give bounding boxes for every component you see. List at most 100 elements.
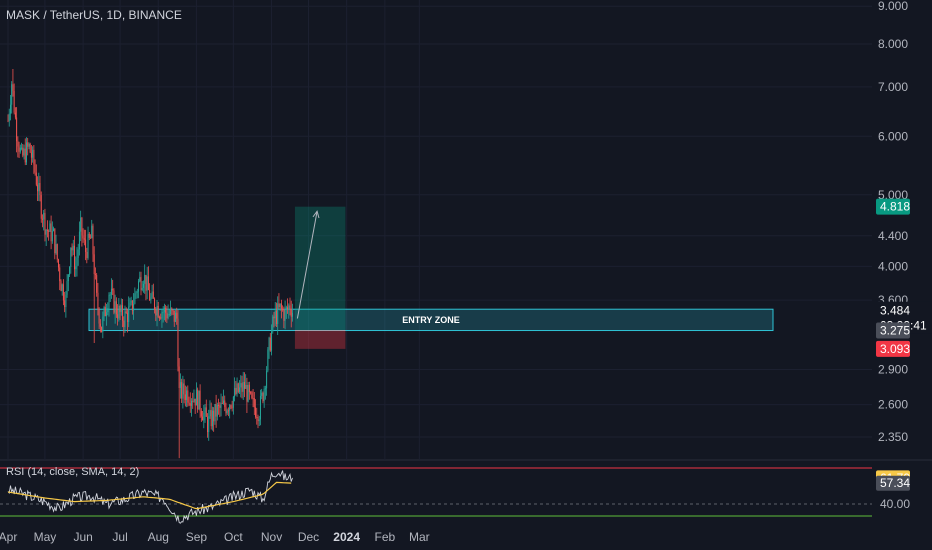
time-tick-label: Apr xyxy=(0,530,17,544)
candle-body xyxy=(198,390,200,410)
candle-body xyxy=(186,390,188,400)
candle-body xyxy=(166,312,168,319)
candle-body xyxy=(33,149,35,165)
candle-body xyxy=(190,400,192,406)
time-tick-label: 2024 xyxy=(333,530,360,544)
price-tick-label: 8.000 xyxy=(878,37,908,51)
candle-body xyxy=(53,228,55,232)
candle-body xyxy=(97,292,99,310)
candle-body xyxy=(98,309,100,324)
candle-body xyxy=(44,212,46,235)
candle-body xyxy=(99,323,101,327)
candle-body xyxy=(7,120,9,122)
candle-body xyxy=(183,383,185,395)
candle-body xyxy=(172,310,174,312)
projection-arrow-line xyxy=(296,211,318,319)
candle-body xyxy=(231,407,233,409)
candle-body xyxy=(221,402,223,404)
rsi-indicator-label[interactable]: RSI (14, close, SMA, 14, 2) xyxy=(6,466,140,478)
candle-body xyxy=(215,404,217,417)
candle-body xyxy=(242,381,244,392)
candle-body xyxy=(90,237,92,239)
candle-body xyxy=(72,245,74,251)
price-axis[interactable]: 9.0008.0007.0006.0005.0004.4004.0003.600… xyxy=(878,0,908,444)
candle-body xyxy=(112,288,114,291)
candle-body xyxy=(216,405,218,417)
candle-body xyxy=(237,383,239,392)
candle-body xyxy=(115,301,117,315)
time-axis[interactable]: Apr May Jun Jul Aug Sep Oct Nov Dec 2024 Feb Mar xyxy=(0,530,430,544)
candle-body xyxy=(224,400,226,407)
candle-body xyxy=(17,141,19,147)
candle-body xyxy=(165,307,167,313)
candle-body xyxy=(108,294,110,309)
position-profit-zone xyxy=(294,206,346,331)
candle-body xyxy=(45,229,47,235)
price-tick-label: 5.000 xyxy=(878,188,908,202)
candle-body xyxy=(234,387,236,397)
candle-body xyxy=(19,147,21,152)
candle-body xyxy=(28,143,30,147)
candle-body xyxy=(210,410,212,427)
candle-body xyxy=(151,291,153,298)
candle-body xyxy=(157,305,159,318)
candle-body xyxy=(134,293,136,304)
time-tick-label: May xyxy=(34,530,57,544)
candle-body xyxy=(219,405,221,408)
candle-body xyxy=(288,305,290,310)
candle-body xyxy=(128,306,130,323)
symbol-title[interactable]: MASK / TetherUS, 1D, BINANCE xyxy=(6,8,182,22)
candle-body xyxy=(168,313,170,315)
candle-body xyxy=(60,281,62,292)
time-tick-label: Mar xyxy=(409,530,430,544)
candle-body xyxy=(110,288,112,295)
candle-body xyxy=(263,388,265,402)
candle-body xyxy=(289,305,291,310)
price-tick-label: 4.000 xyxy=(878,259,908,273)
candle-body xyxy=(54,228,56,254)
candle-body xyxy=(57,259,59,268)
projection-arrowhead xyxy=(312,210,320,219)
candle-body xyxy=(291,312,293,317)
candle-body xyxy=(94,274,96,276)
candle-body xyxy=(256,416,258,418)
long-position-tool[interactable] xyxy=(294,206,346,349)
rsi-pane xyxy=(0,467,872,524)
candle-body xyxy=(226,410,228,414)
price-tick-label: 2.600 xyxy=(878,398,908,412)
candle-body xyxy=(235,387,237,394)
candle-body xyxy=(109,294,111,296)
candle-body xyxy=(86,251,88,258)
candle-body xyxy=(149,290,151,301)
candle-body xyxy=(261,392,263,396)
candle-body xyxy=(34,164,36,173)
candle-body xyxy=(278,303,280,308)
candle-body xyxy=(21,147,23,149)
candle-body xyxy=(203,412,205,421)
candle-body xyxy=(56,244,58,260)
candle-body xyxy=(160,317,162,319)
candle-body xyxy=(117,314,119,319)
candle-body xyxy=(87,233,89,258)
candle-body xyxy=(118,305,120,319)
candle-body xyxy=(156,305,158,316)
candle-body xyxy=(30,152,32,158)
candle-body xyxy=(243,381,245,389)
candle-body xyxy=(239,387,241,392)
candle-body xyxy=(48,230,50,232)
candle-body xyxy=(229,405,231,411)
candle-body xyxy=(103,306,105,317)
candle-body xyxy=(262,392,264,402)
candle-body xyxy=(264,388,266,390)
candle-body xyxy=(205,407,207,417)
candle-body xyxy=(138,281,140,292)
candle-body xyxy=(88,233,90,238)
candle-body xyxy=(119,305,121,312)
candle-body xyxy=(174,312,176,322)
candle-body xyxy=(82,235,84,239)
candle-body xyxy=(193,398,195,402)
price-tick-label: 7.000 xyxy=(878,80,908,94)
time-tick-label: Aug xyxy=(148,530,169,544)
